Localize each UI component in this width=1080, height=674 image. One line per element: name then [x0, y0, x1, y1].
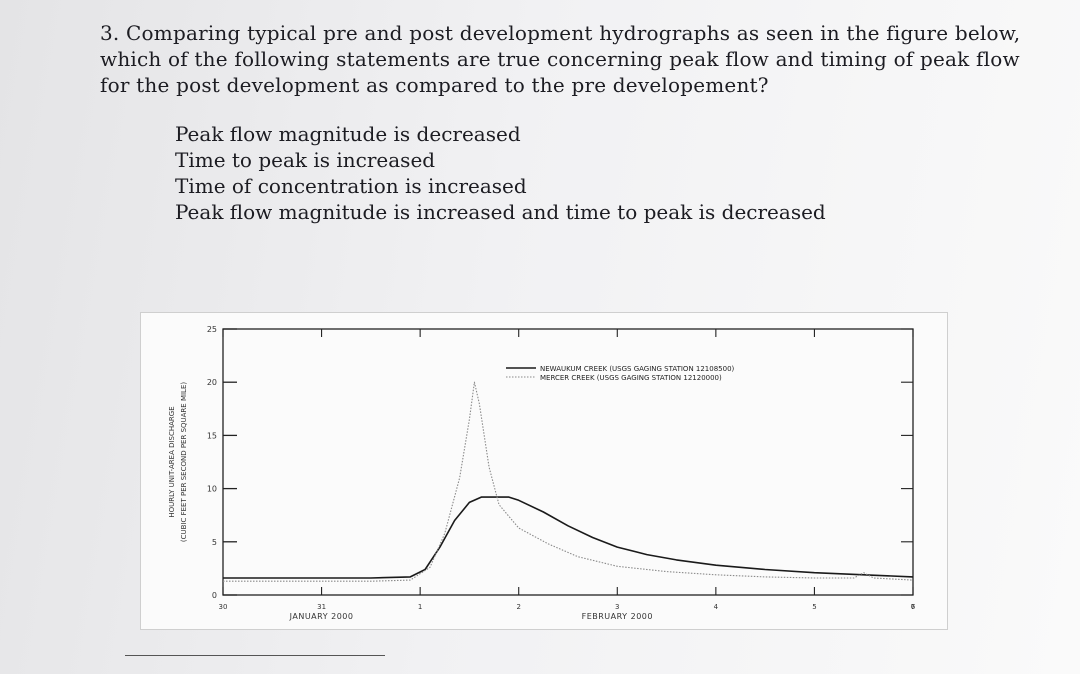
x-axis-label-january: JANUARY 2000 — [289, 612, 354, 621]
series-line-mercer — [223, 381, 914, 582]
x-tick-label: 7 — [911, 603, 915, 611]
x-tick-label: 5 — [812, 603, 816, 611]
x-tick-label: 31 — [317, 603, 326, 611]
divider-line — [125, 655, 385, 656]
question-text: 3. Comparing typical pre and post develo… — [100, 21, 1021, 97]
y-axis-label-units: (CUBIC FEET PER SECOND PER SQUARE MILE) — [180, 382, 188, 542]
option-2[interactable]: Time to peak is increased — [175, 148, 436, 172]
series-line-newaukum — [223, 496, 914, 579]
x-tick-label: 30 — [219, 603, 228, 611]
y-tick-label: 0 — [212, 591, 217, 600]
y-tick-label: 5 — [212, 538, 217, 547]
legend-label: MERCER CREEK (USGS GAGING STATION 121200… — [540, 374, 722, 382]
plot-frame — [222, 328, 914, 596]
option-3[interactable]: Time of concentration is increased — [175, 174, 527, 198]
x-tick-label: 4 — [714, 603, 719, 611]
y-tick-label: 10 — [207, 485, 217, 494]
option-4[interactable]: Peak flow magnitude is increased and tim… — [175, 200, 826, 224]
y-tick-label: 25 — [207, 325, 217, 334]
x-tick-label: 2 — [516, 603, 520, 611]
hydrograph-figure: 0 5 10 15 20 25 30 31 1 2 3 4 5 6 7 JANUARY 2000 FEBRUAR… — [140, 312, 948, 630]
y-tick-label: 15 — [207, 431, 217, 440]
answer-options: Peak flow magnitude is decreased Time to… — [175, 121, 826, 225]
y-axis-label: HOURLY UNIT-AREA DISCHARGE — [168, 406, 176, 517]
x-tick-label: 6 — [911, 603, 916, 611]
x-tick-label: 1 — [418, 603, 422, 611]
x-axis-label-february: FEBRUARY 2000 — [582, 612, 653, 621]
legend-label: NEWAUKUM CREEK (USGS GAGING STATION 1210… — [540, 365, 735, 373]
hydrograph-chart: 0 5 10 15 20 25 30 31 1 2 3 4 5 67 JANUARY 2000 FEBRUAR… — [168, 325, 916, 621]
x-tick-label: 3 — [615, 603, 619, 611]
option-1[interactable]: Peak flow magnitude is decreased — [175, 122, 521, 146]
y-tick-label: 20 — [207, 378, 217, 387]
